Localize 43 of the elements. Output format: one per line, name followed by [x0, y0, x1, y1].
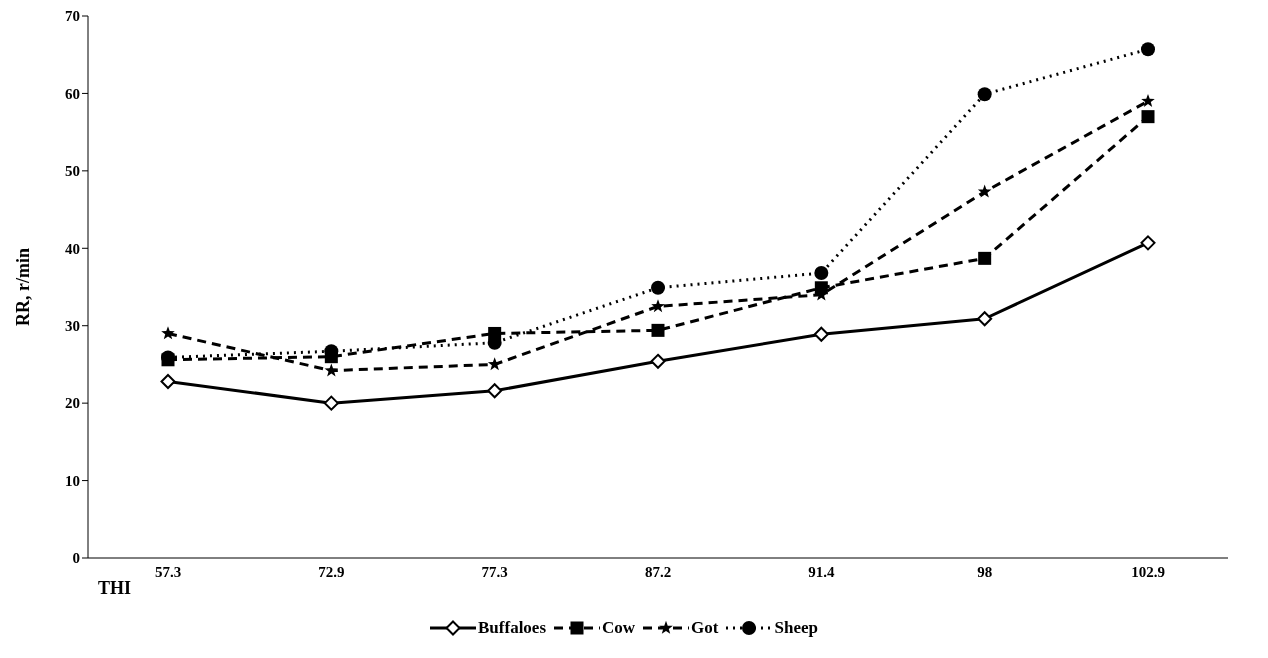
point [813, 326, 829, 342]
legend-label: Buffaloes [478, 618, 547, 638]
point [978, 251, 992, 265]
x-tick-label: 91.4 [808, 563, 835, 580]
point [650, 353, 666, 369]
point [651, 299, 665, 313]
x-tick-label: 98 [977, 563, 993, 580]
point [814, 281, 828, 295]
point [977, 184, 992, 198]
y-tick-label: 70 [65, 8, 80, 25]
point [323, 395, 339, 411]
x-axis-title: THI [98, 578, 132, 598]
point [488, 326, 502, 340]
x-tick-label: 102.9 [1131, 563, 1165, 580]
legend-label: Sheep [774, 618, 818, 638]
legend-label: Cow [602, 618, 636, 638]
point [161, 326, 175, 340]
point [487, 383, 503, 399]
point [324, 363, 339, 377]
point [1141, 110, 1155, 124]
point [324, 350, 338, 364]
point [977, 311, 993, 327]
y-axis-title: RR, r/min [13, 248, 34, 326]
point [1140, 235, 1156, 251]
y-tick-label: 0 [72, 550, 80, 567]
point [1141, 42, 1155, 57]
y-tick-label: 50 [65, 163, 80, 180]
x-tick-label: 72.9 [318, 563, 345, 580]
y-tick-label: 40 [65, 240, 80, 257]
point [160, 373, 176, 389]
point [814, 266, 829, 281]
legend-label: Got [691, 618, 719, 638]
point [1141, 94, 1155, 107]
x-tick-label: 57.3 [154, 563, 182, 580]
point [651, 323, 665, 337]
x-tick-label: 87.2 [644, 563, 672, 580]
y-tick-label: 10 [65, 472, 80, 489]
y-tick-label: 30 [65, 318, 80, 335]
point [977, 87, 992, 102]
y-tick-label: 60 [65, 85, 80, 102]
point [651, 280, 665, 295]
x-tick-label: 77.3 [481, 563, 508, 580]
y-tick-label: 20 [65, 395, 80, 412]
